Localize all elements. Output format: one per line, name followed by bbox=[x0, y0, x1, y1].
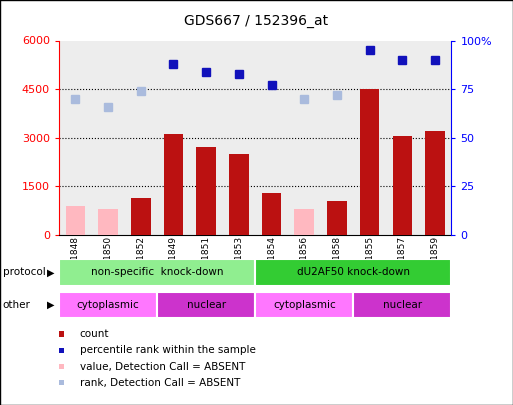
Bar bbox=[98, 209, 118, 235]
Bar bbox=[59, 292, 157, 318]
Bar bbox=[419, 40, 451, 235]
Bar bbox=[353, 292, 451, 318]
Text: nuclear: nuclear bbox=[187, 300, 226, 310]
Bar bbox=[164, 134, 183, 235]
Bar bbox=[157, 292, 255, 318]
Text: ▶: ▶ bbox=[47, 267, 54, 277]
Bar bbox=[294, 209, 314, 235]
Bar bbox=[92, 40, 124, 235]
Bar bbox=[229, 154, 249, 235]
Bar bbox=[425, 131, 445, 235]
Text: ▶: ▶ bbox=[47, 300, 54, 310]
Text: GDS667 / 152396_at: GDS667 / 152396_at bbox=[185, 14, 328, 28]
Text: protocol: protocol bbox=[3, 267, 45, 277]
Bar bbox=[386, 40, 419, 235]
Bar bbox=[353, 40, 386, 235]
Bar bbox=[157, 40, 190, 235]
Text: count: count bbox=[80, 329, 109, 339]
Text: value, Detection Call = ABSENT: value, Detection Call = ABSENT bbox=[80, 362, 245, 371]
Bar bbox=[124, 40, 157, 235]
Bar bbox=[223, 40, 255, 235]
Bar bbox=[255, 40, 288, 235]
Bar bbox=[392, 136, 412, 235]
Bar bbox=[327, 201, 347, 235]
Bar bbox=[59, 40, 92, 235]
Text: dU2AF50 knock-down: dU2AF50 knock-down bbox=[297, 267, 410, 277]
Bar bbox=[59, 259, 255, 286]
Bar bbox=[190, 40, 223, 235]
Bar bbox=[196, 147, 216, 235]
Text: other: other bbox=[3, 300, 30, 310]
Text: cytoplasmic: cytoplasmic bbox=[273, 300, 336, 310]
Bar bbox=[131, 198, 150, 235]
Bar bbox=[321, 40, 353, 235]
Text: cytoplasmic: cytoplasmic bbox=[76, 300, 140, 310]
Text: non-specific  knock-down: non-specific knock-down bbox=[91, 267, 223, 277]
Bar bbox=[255, 259, 451, 286]
Text: rank, Detection Call = ABSENT: rank, Detection Call = ABSENT bbox=[80, 378, 240, 388]
Bar bbox=[255, 292, 353, 318]
Bar bbox=[288, 40, 321, 235]
Text: nuclear: nuclear bbox=[383, 300, 422, 310]
Bar bbox=[360, 89, 380, 235]
Bar bbox=[66, 206, 85, 235]
Text: percentile rank within the sample: percentile rank within the sample bbox=[80, 345, 255, 355]
Bar bbox=[262, 193, 281, 235]
